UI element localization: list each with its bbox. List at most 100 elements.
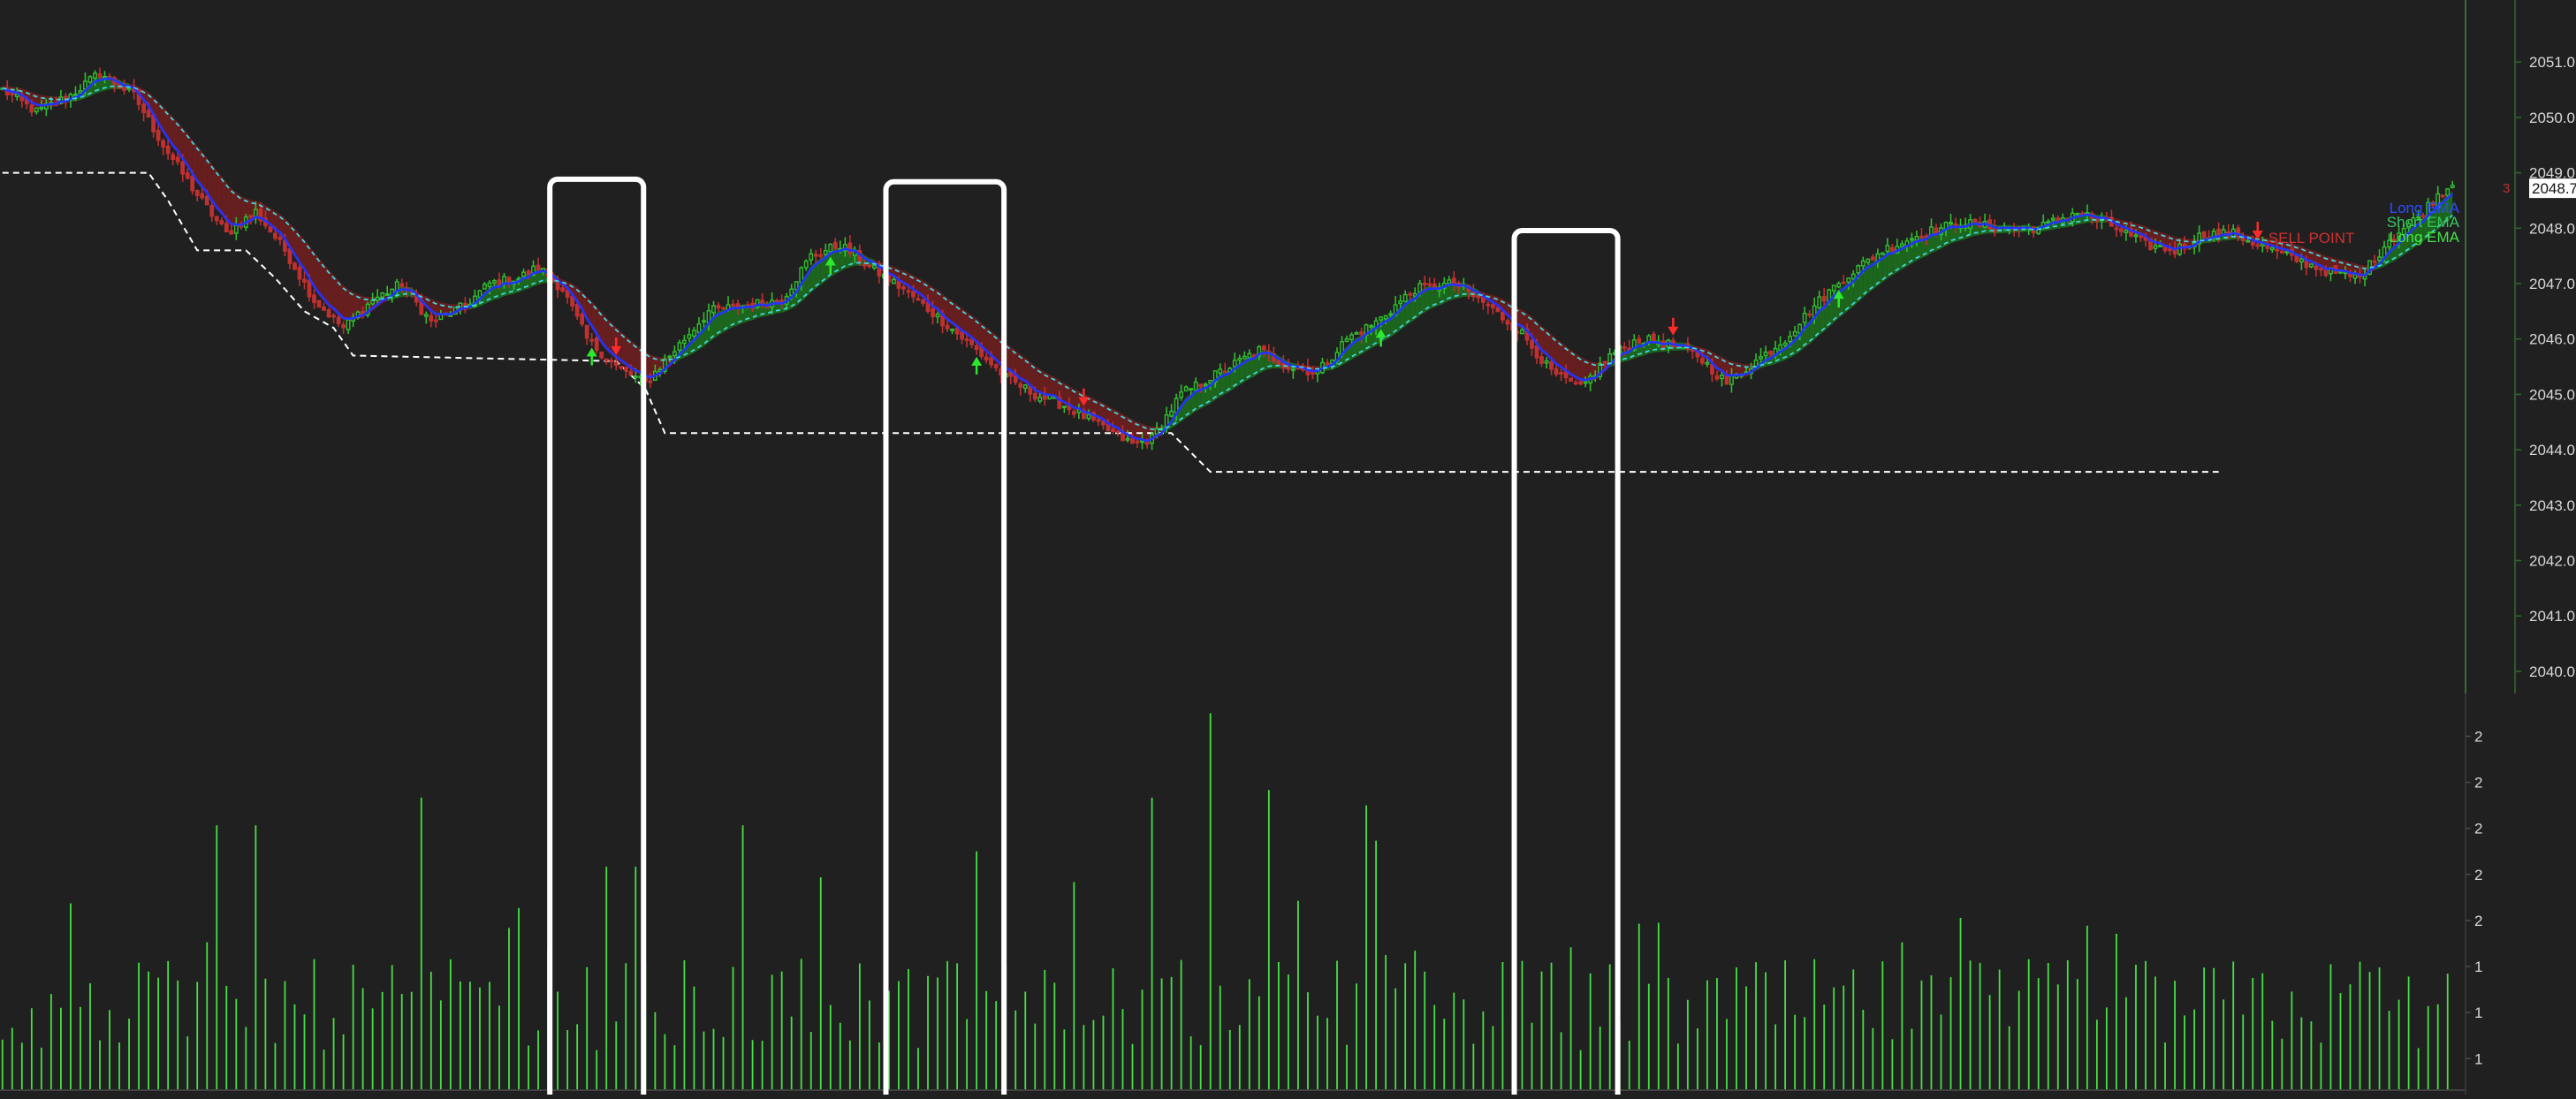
bull-cloud-segment	[738, 304, 743, 325]
candle-body-down	[2275, 248, 2280, 252]
legend: Long EMA Short EMA Long EMA	[2387, 200, 2460, 246]
candle-body-down	[570, 295, 575, 307]
candle-body-down	[316, 299, 322, 308]
candle-body-up	[423, 314, 429, 317]
bull-cloud-segment	[1419, 287, 1425, 316]
candle	[316, 299, 322, 308]
sell-point-label: SELL POINT	[2268, 230, 2355, 246]
price-tick-label: 2041.0	[2529, 608, 2575, 625]
candle-body-down	[832, 241, 838, 249]
candle	[229, 223, 234, 235]
bear-cloud-segment	[1541, 326, 1547, 357]
candle-body-up	[1856, 265, 1861, 274]
candle-body-up	[1417, 283, 1423, 293]
candle	[1179, 384, 1184, 401]
candle-body-up	[1247, 352, 1252, 359]
candle	[1870, 254, 1875, 261]
candle-body-up	[828, 243, 833, 253]
price-tick-label: 2049.0	[2529, 165, 2575, 182]
candle-body-down	[609, 360, 614, 363]
candle	[156, 122, 161, 147]
candle	[2250, 235, 2255, 250]
candle-body-up	[1140, 440, 1144, 443]
bull-cloud-segment	[713, 311, 719, 339]
bull-cloud-segment	[1220, 372, 1226, 397]
candle	[871, 264, 877, 270]
candle	[2406, 220, 2412, 234]
candle-body-down	[2372, 260, 2377, 263]
candle-body-up	[1189, 388, 1194, 391]
candle-body-down	[1311, 372, 1315, 375]
candle	[336, 312, 341, 328]
candle-body-down	[613, 361, 619, 367]
bear-cloud-segment	[1064, 383, 1069, 407]
bear-cloud-segment	[1020, 354, 1026, 384]
candle	[667, 354, 672, 363]
candle-body-down	[847, 242, 853, 254]
candle-body-up	[1910, 238, 1914, 241]
candle-body-down	[1198, 383, 1204, 387]
candle-body-down	[185, 171, 190, 179]
candle-body-down	[731, 303, 735, 307]
candle-body-up	[1846, 277, 1851, 284]
sell-point-annotation: SELL POINT	[2268, 230, 2355, 246]
bear-cloud-segment	[645, 351, 650, 381]
candle	[1169, 404, 1174, 418]
candle-body-down	[1524, 328, 1530, 341]
candle-body-down	[336, 316, 341, 324]
candle	[297, 261, 302, 286]
candle-body-down	[565, 289, 570, 298]
candle-body-up	[1788, 336, 1793, 343]
candle	[2319, 267, 2323, 277]
bull-cloud-segment	[1931, 231, 1936, 254]
candle-body-up	[1598, 363, 1603, 378]
candle	[809, 248, 814, 265]
candle-body-down	[2119, 228, 2124, 232]
sell-signal-arrow	[2252, 222, 2263, 240]
candle-body-down	[297, 266, 302, 280]
bull-cloud-segment	[1877, 255, 1883, 286]
candle	[1193, 377, 1198, 392]
candle-body-down	[2304, 260, 2309, 269]
candle	[950, 328, 954, 335]
candle-body-up	[2284, 251, 2290, 254]
candle	[1408, 292, 1413, 301]
candle-body-down	[331, 315, 336, 318]
candle	[1759, 347, 1763, 363]
candle-body-up	[487, 282, 492, 287]
candle	[1524, 323, 1530, 345]
candle	[1359, 327, 1364, 344]
candle-body-down	[141, 103, 147, 114]
candle	[1222, 362, 1227, 374]
bear-cloud-segment	[991, 330, 997, 363]
candle-body-down	[1539, 356, 1544, 364]
candle	[2046, 218, 2051, 229]
candle-body-down	[1101, 421, 1106, 426]
candle	[1311, 366, 1315, 380]
candle	[1866, 258, 1871, 265]
volume-axis[interactable]: 2 2 2 2 2 1 1 1	[2465, 694, 2482, 1095]
candle-body-down	[214, 216, 219, 222]
candle	[1257, 345, 1262, 360]
candle-body-down	[1505, 320, 1510, 325]
candle-body-up	[1388, 313, 1394, 316]
candle-body-down	[1627, 347, 1632, 351]
candle	[1627, 339, 1632, 352]
price-axis[interactable]: 2051.0 2050.0 2049.0 2048.0 2047.0 2046.0 2045…	[2465, 0, 2575, 694]
candle	[141, 100, 147, 122]
candle-body-down	[224, 223, 229, 232]
candle-body-down	[341, 324, 346, 329]
candle-body-up	[1125, 437, 1130, 441]
candle-body-down	[1710, 363, 1714, 375]
candle	[589, 332, 595, 346]
bull-cloud-segment	[1405, 298, 1410, 327]
price-plot-area	[0, 67, 2455, 474]
candle	[813, 249, 818, 263]
candle-body-up	[346, 319, 351, 330]
bear-cloud-segment	[1035, 365, 1040, 396]
bear-cloud-segment	[961, 308, 968, 337]
bull-cloud-segment	[1448, 281, 1455, 301]
candle-body-down	[1486, 303, 1491, 307]
bull-cloud-segment	[2418, 218, 2424, 245]
